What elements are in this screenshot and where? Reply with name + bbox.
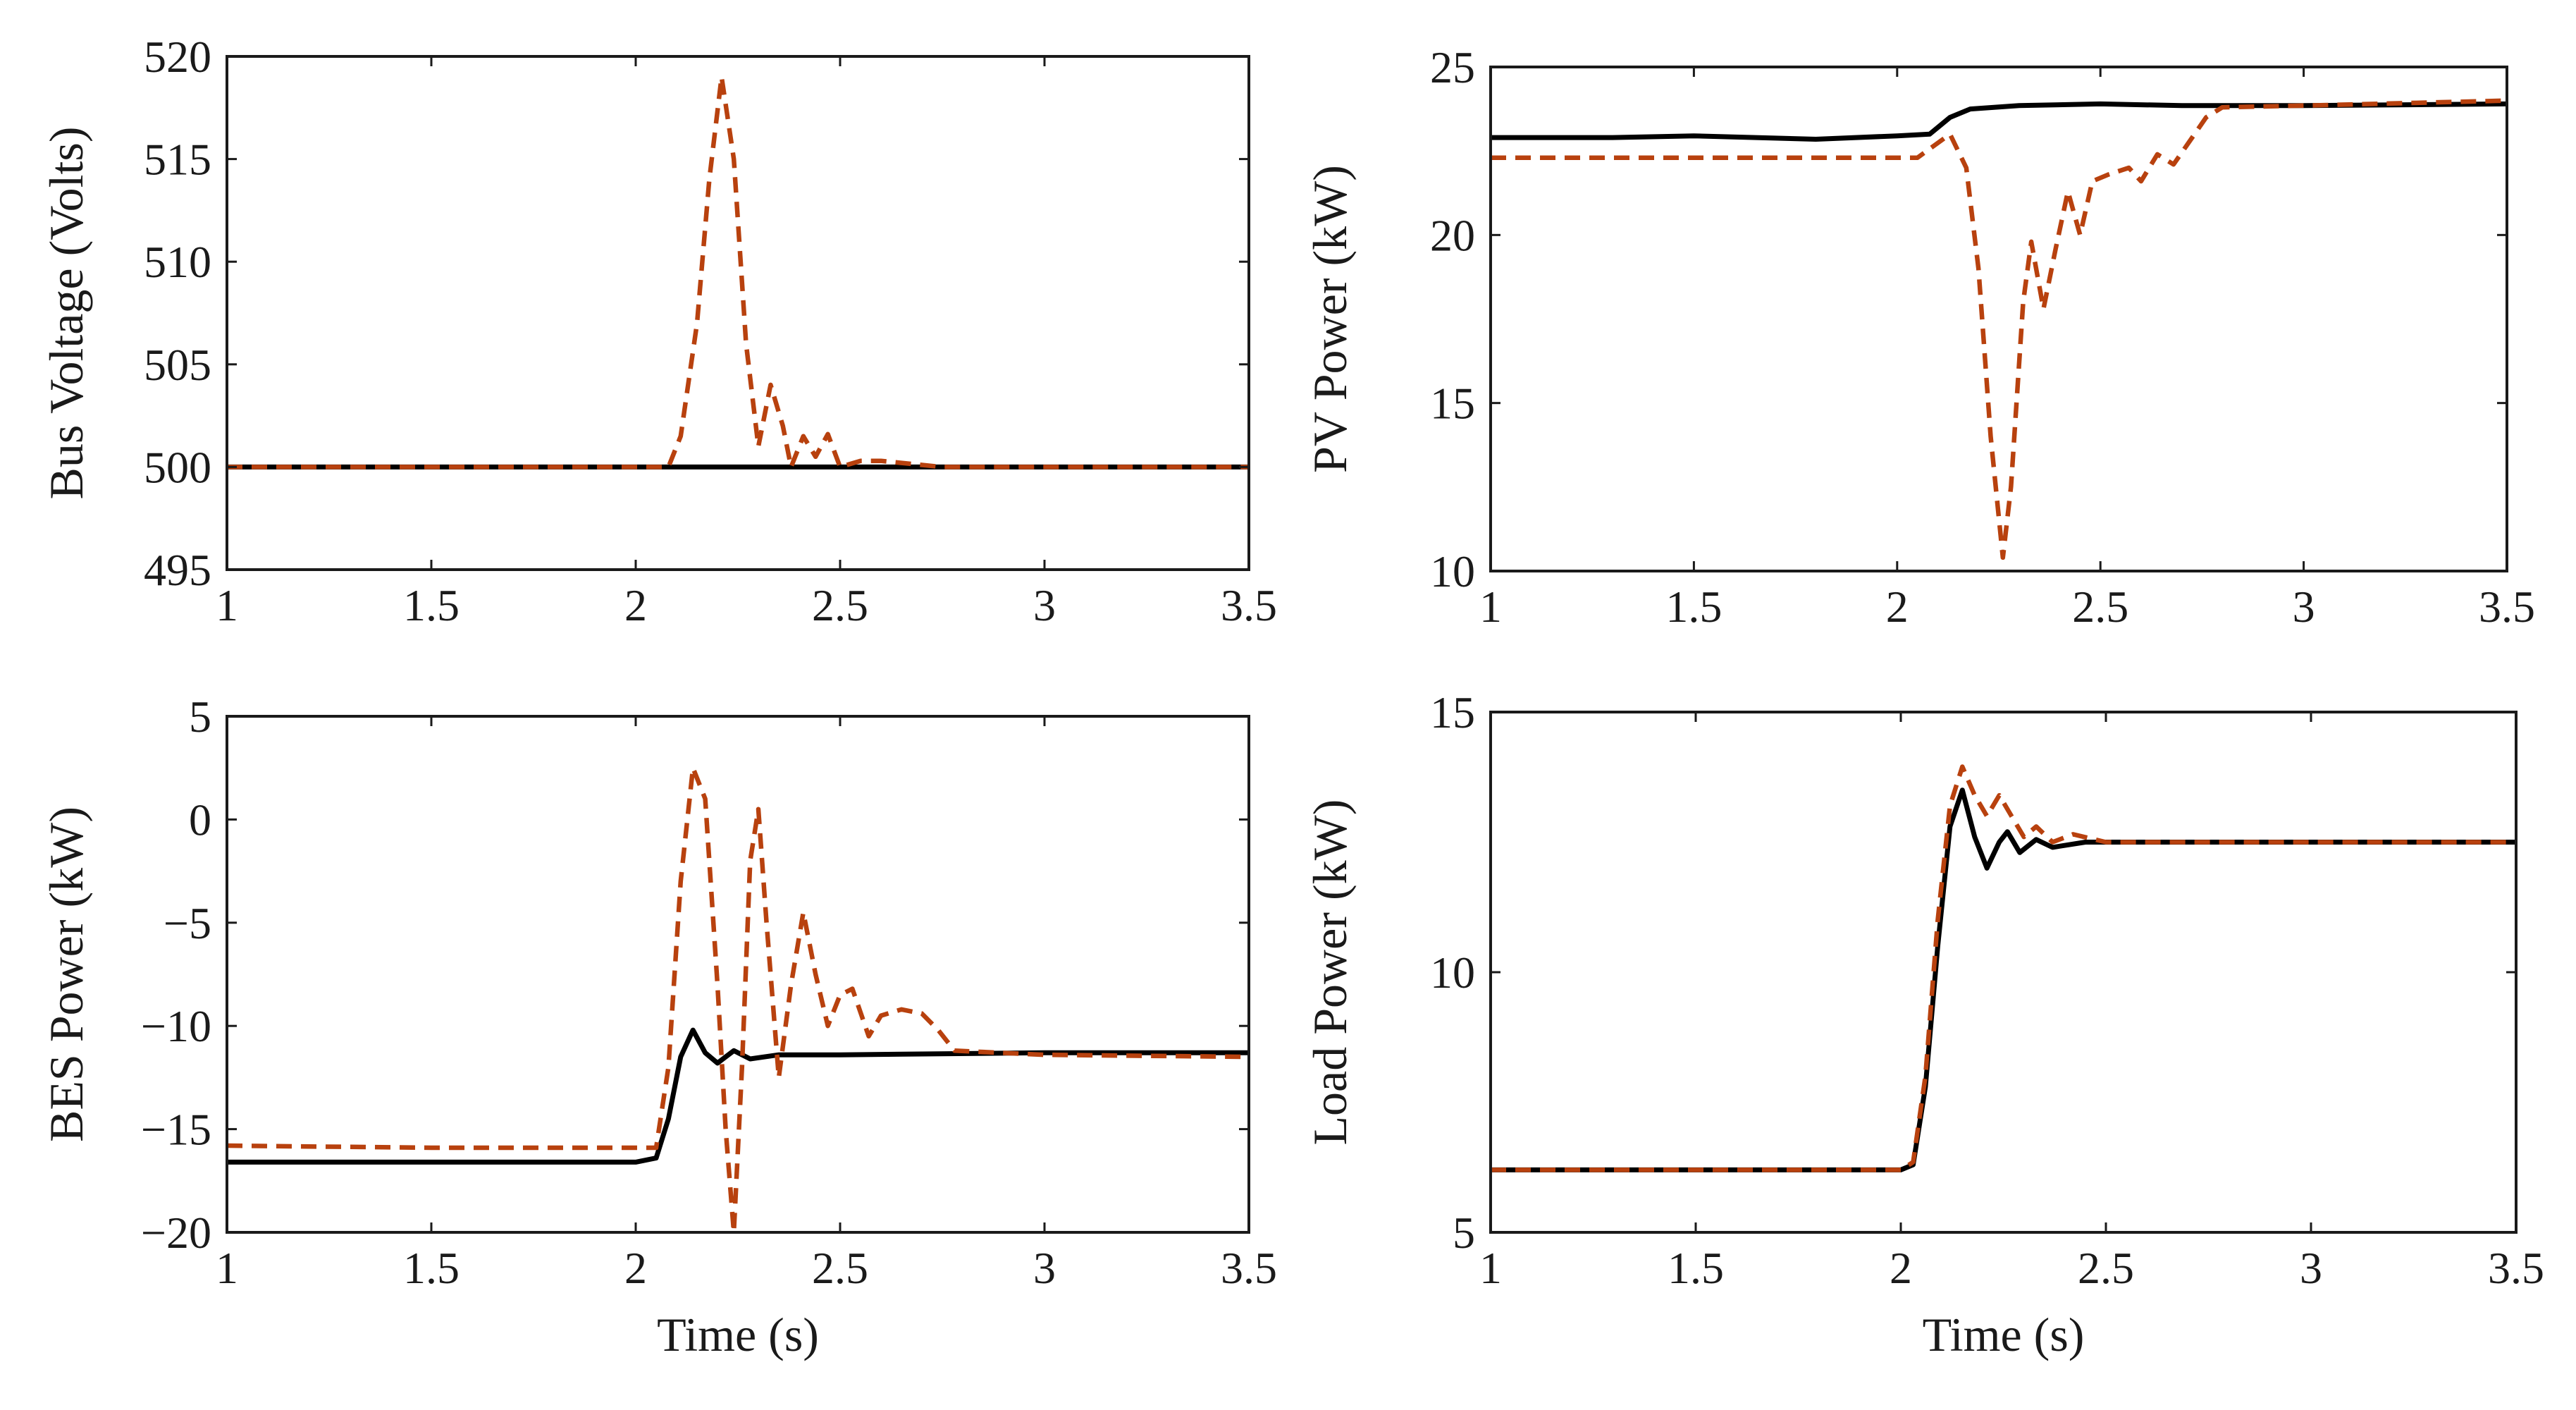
x-tick-label: 3.5: [2488, 1243, 2544, 1293]
panel-bus-voltage: 1 1.5 2 2.5 3 3.5 495 500 505 510 515 520 Bus Voltag…: [39, 32, 1277, 630]
x-tick-label: 3.5: [1221, 1243, 1277, 1293]
y-tick-label: 0: [189, 795, 211, 845]
x-tick-label: 3: [2300, 1243, 2322, 1293]
y-tick-label: 25: [1430, 42, 1475, 92]
y-tick-label: 5: [189, 692, 211, 742]
plot-frame: [1489, 66, 2508, 572]
plot-frame: [1489, 711, 2518, 1234]
y-tick-label: −20: [141, 1208, 211, 1258]
y-tick-label: 10: [1430, 546, 1475, 596]
y-tick-label: 495: [144, 545, 211, 595]
y-tick-label: −10: [141, 1001, 211, 1051]
x-tick-label: 1: [216, 1243, 238, 1293]
series-dashed-line: [1491, 764, 2516, 1172]
y-axis-label: Load Power (kW): [1303, 799, 1357, 1146]
x-axis-label: Time (s): [657, 1308, 819, 1361]
y-tick-label: 20: [1430, 210, 1475, 260]
y-axis-label: PV Power (kW): [1303, 165, 1357, 473]
series-solid-line: [227, 1027, 1249, 1165]
x-tick-label: 2.5: [812, 1243, 868, 1293]
series-dashed-line: [227, 74, 1249, 470]
x-tick-label: 3: [1033, 580, 1056, 630]
y-tick-label: 15: [1430, 379, 1475, 429]
y-tick-label: 505: [144, 340, 211, 390]
x-tick-label: 2: [624, 580, 647, 630]
y-tick-label: 15: [1430, 687, 1475, 737]
y-tick-label: 500: [144, 442, 211, 492]
x-tick-label: 2.5: [2072, 582, 2128, 632]
series-dashed-line: [227, 765, 1249, 1234]
x-tick-label: 3: [1033, 1243, 1056, 1293]
y-tick-label: −5: [164, 898, 211, 948]
x-tick-label: 1: [216, 580, 238, 630]
plot-frame: [226, 55, 1250, 571]
x-tick-label: 2: [1886, 582, 1909, 632]
x-tick-label: 2: [1890, 1243, 1912, 1293]
series-solid-line: [1491, 787, 2516, 1172]
y-axis-label: BES Power (kW): [39, 807, 93, 1142]
y-tick-label: 515: [144, 135, 211, 185]
y-axis-label: Bus Voltage (Volts): [39, 127, 93, 500]
x-tick-label: 3.5: [1221, 580, 1277, 630]
series-solid-line: [1491, 101, 2507, 142]
y-tick-label: 520: [144, 32, 211, 82]
plot-frame: [226, 715, 1250, 1234]
x-tick-label: 3.5: [2479, 582, 2535, 632]
x-tick-label: 1: [1479, 1243, 1502, 1293]
x-tick-label: 1.5: [403, 1243, 460, 1293]
x-tick-label: 1.5: [403, 580, 460, 630]
panel-pv-power: 1 1.5 2 2.5 3 3.5 10 15 20 25 PV Power (kW): [1303, 42, 2535, 632]
x-tick-label: 2.5: [812, 580, 868, 630]
x-tick-label: 2.5: [2078, 1243, 2134, 1293]
x-tick-label: 1: [1479, 582, 1502, 632]
series-dashed-line: [1491, 98, 2507, 560]
x-tick-label: 1.5: [1668, 1243, 1724, 1293]
panel-bes-power: 1 1.5 2 2.5 3 3.5 −20 −15 −10 −5 0 5 BES Power (kW) T…: [39, 692, 1277, 1361]
x-axis-label: Time (s): [1923, 1308, 2085, 1361]
panel-load-power: 1 1.5 2 2.5 3 3.5 5 10 15 Load Power (kW) Time (s): [1303, 687, 2544, 1361]
y-tick-label: −15: [141, 1105, 211, 1155]
y-tick-label: 510: [144, 237, 211, 287]
y-tick-label: 10: [1430, 948, 1475, 998]
x-tick-label: 1.5: [1665, 582, 1722, 632]
x-tick-label: 2: [624, 1243, 647, 1293]
x-tick-label: 3: [2293, 582, 2315, 632]
y-tick-label: 5: [1453, 1208, 1475, 1258]
